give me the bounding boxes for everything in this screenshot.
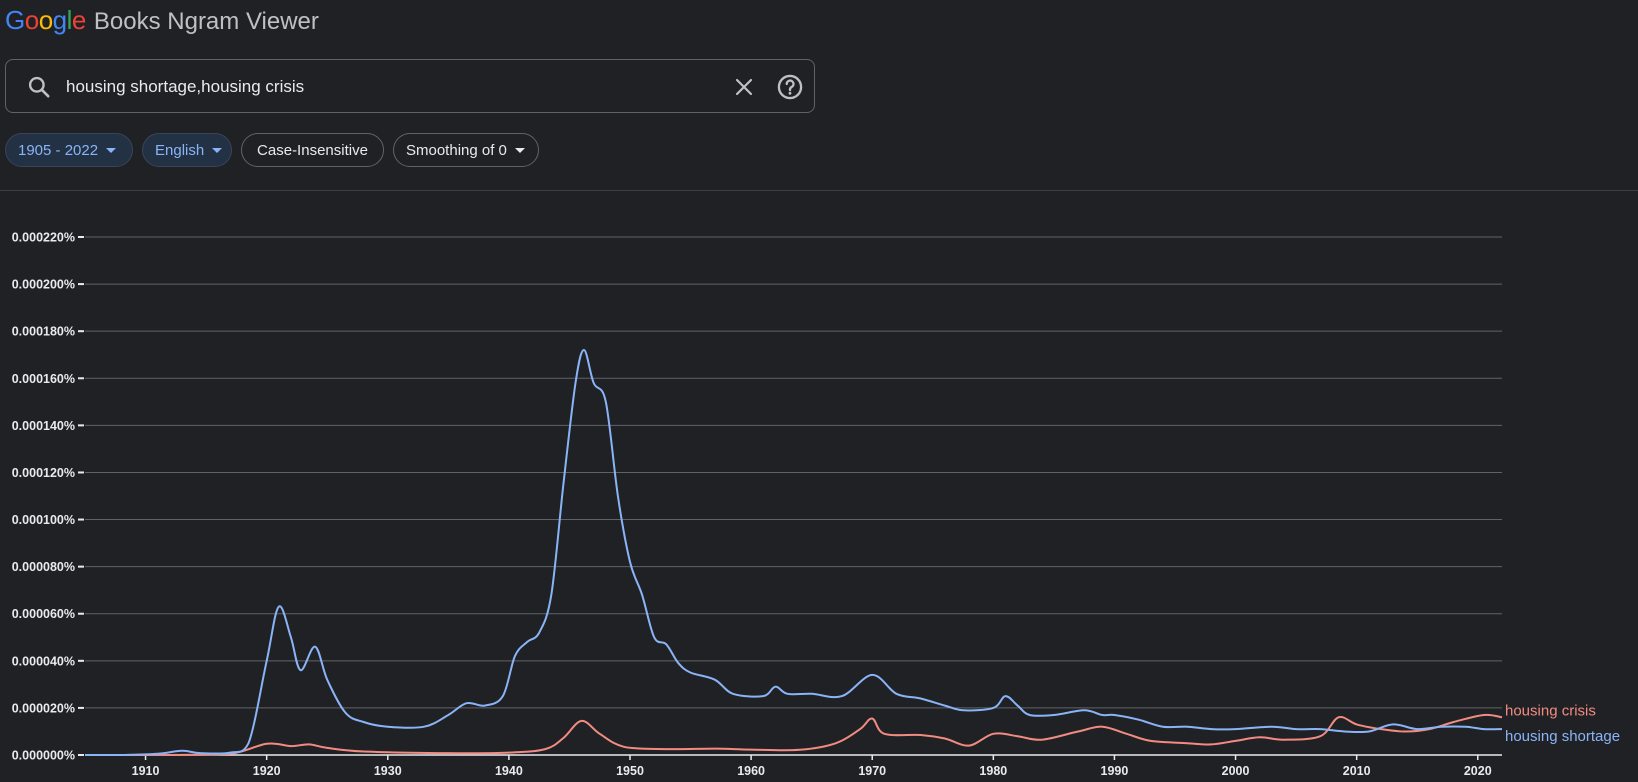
y-tick-label: 0.000120% <box>12 466 75 480</box>
search-icon <box>28 76 50 98</box>
case-insensitive-toggle[interactable]: Case-Insensitive <box>241 133 384 167</box>
y-tick-label: 0.000080% <box>12 560 75 574</box>
y-tick-label: 0.000020% <box>12 701 75 715</box>
x-tick-label: 1920 <box>253 764 281 778</box>
smoothing-label: Smoothing of 0 <box>406 141 507 159</box>
series-label-housing-shortage: housing shortage <box>1505 728 1620 745</box>
x-tick-label: 2010 <box>1343 764 1371 778</box>
y-tick-label: 0.000060% <box>12 607 75 621</box>
y-tick-label: 0.000200% <box>12 278 75 292</box>
x-tick-label: 1910 <box>132 764 160 778</box>
smoothing-dropdown[interactable]: Smoothing of 0 <box>393 133 539 167</box>
series-line-housing-crisis <box>85 713 1503 757</box>
year-range-dropdown[interactable]: 1905 - 2022 <box>5 133 133 167</box>
chevron-down-icon <box>212 147 223 153</box>
x-tick-label: 1940 <box>495 764 523 778</box>
x-tick-label: 1970 <box>858 764 886 778</box>
x-tick-label: 1990 <box>1101 764 1129 778</box>
chevron-down-icon <box>106 147 117 153</box>
case-insensitive-label: Case-Insensitive <box>257 141 368 159</box>
close-icon[interactable] <box>732 75 756 99</box>
x-tick-label: 2000 <box>1222 764 1250 778</box>
series-line-housing-shortage <box>85 348 1503 756</box>
help-icon[interactable] <box>776 73 804 101</box>
x-tick-label: 2020 <box>1464 764 1492 778</box>
google-books-logo[interactable]: Google Books Ngram Viewer <box>5 4 319 38</box>
search-box <box>5 59 815 113</box>
y-tick-label: 0.000160% <box>12 372 75 386</box>
year-range-label: 1905 - 2022 <box>18 141 99 159</box>
product-name: Books Ngram Viewer <box>93 8 319 35</box>
corpus-dropdown[interactable]: English <box>142 133 232 167</box>
y-tick-label: 0.000140% <box>12 419 75 433</box>
ngram-chart[interactable]: 0.000000% 0.000020% 0.000040% 0.000060% 0.00… <box>0 200 1638 782</box>
x-tick-label: 1960 <box>737 764 765 778</box>
y-tick-label: 0.000180% <box>12 325 75 339</box>
chevron-down-icon <box>514 147 525 153</box>
x-tick-label: 1980 <box>979 764 1007 778</box>
y-tick-label: 0.000000% <box>12 749 75 763</box>
search-input[interactable] <box>64 70 688 104</box>
x-tick-label: 1930 <box>374 764 402 778</box>
corpus-label: English <box>155 141 205 159</box>
series-label-housing-crisis: housing crisis <box>1505 702 1596 719</box>
x-tick-label: 1950 <box>616 764 644 778</box>
google-wordmark: Google <box>5 5 86 35</box>
header-divider <box>0 190 1638 191</box>
y-tick-label: 0.000100% <box>12 513 75 527</box>
y-tick-label: 0.000040% <box>12 654 75 668</box>
y-tick-label: 0.000220% <box>12 231 75 245</box>
